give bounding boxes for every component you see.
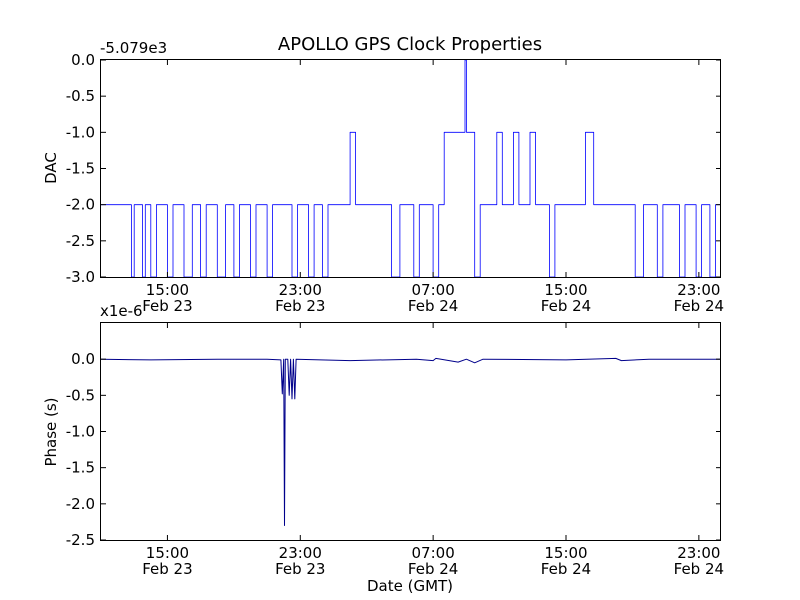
- x-tick-date-label: Feb 23: [275, 560, 325, 578]
- x-tick-label: 23:00: [279, 281, 322, 299]
- x-tick-date-label: Feb 24: [541, 297, 591, 315]
- x-tick-date-label: Feb 23: [275, 297, 325, 315]
- dac-offset-label: -5.079e3: [100, 39, 167, 57]
- x-tick-date-label: Feb 24: [674, 297, 724, 315]
- phase-axes-frame: [100, 322, 721, 541]
- phase-offset-label: x1e-6: [100, 302, 143, 320]
- phase-chart: x1e-6 Phase (s) Date (GMT) 0.0 -0.5 -1.0 -1…: [42, 302, 724, 595]
- y-tick-label: -3.0: [66, 268, 95, 286]
- x-tick-date-label: Feb 24: [408, 560, 458, 578]
- x-axis-label: Date (GMT): [367, 577, 453, 595]
- phase-plot-area: [101, 357, 721, 526]
- x-tick-label: 15:00: [544, 281, 587, 299]
- y-tick-label: -1.5: [66, 459, 95, 477]
- x-tick-date-label: Feb 24: [541, 560, 591, 578]
- x-tick-label: 23:00: [677, 281, 720, 299]
- y-tick-label: -1.0: [66, 423, 95, 441]
- series-line-0: [101, 357, 721, 526]
- dac-chart: APOLLO GPS Clock Properties -5.079e3 DAC…: [42, 34, 724, 315]
- x-tick-label: 07:00: [412, 544, 455, 562]
- y-tick-label: 0.0: [71, 350, 95, 368]
- x-tick-date-label: Feb 23: [142, 297, 192, 315]
- x-tick-label: 07:00: [412, 281, 455, 299]
- series-line-0: [101, 60, 721, 277]
- y-tick-label: 0.0: [71, 51, 95, 69]
- y-tick-label: -2.5: [66, 531, 95, 549]
- x-tick-date-label: Feb 24: [408, 297, 458, 315]
- x-tick-label: 23:00: [677, 544, 720, 562]
- chart-title: APOLLO GPS Clock Properties: [278, 34, 542, 55]
- x-tick-label: 15:00: [146, 544, 189, 562]
- x-tick-label: 15:00: [146, 281, 189, 299]
- dac-y-axis-label: DAC: [42, 152, 60, 184]
- y-tick-label: -2.0: [66, 495, 95, 513]
- dac-plot-area: [101, 60, 721, 277]
- phase-y-axis-label: Phase (s): [42, 397, 60, 466]
- dac-axes-frame: [100, 59, 721, 278]
- x-tick-date-label: Feb 23: [142, 560, 192, 578]
- x-tick-label: 15:00: [544, 544, 587, 562]
- y-tick-label: -2.5: [66, 232, 95, 250]
- y-tick-label: -1.0: [66, 123, 95, 141]
- x-tick-label: 23:00: [279, 544, 322, 562]
- y-tick-label: -1.5: [66, 160, 95, 178]
- x-tick-date-label: Feb 24: [674, 560, 724, 578]
- y-tick-label: -0.5: [66, 386, 95, 404]
- y-tick-label: -0.5: [66, 87, 95, 105]
- y-tick-label: -2.0: [66, 196, 95, 214]
